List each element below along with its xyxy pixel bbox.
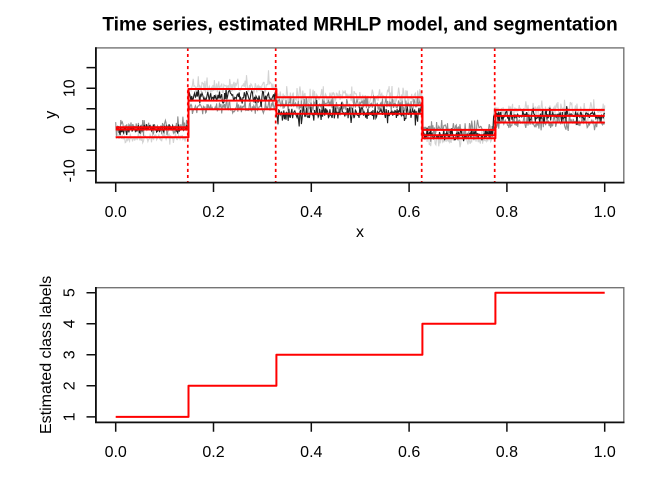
svg-text:y: y	[43, 111, 60, 119]
svg-text:0.4: 0.4	[300, 444, 322, 461]
svg-text:0.8: 0.8	[496, 444, 518, 461]
svg-text:0.0: 0.0	[105, 444, 127, 461]
svg-text:1.0: 1.0	[594, 444, 616, 461]
svg-text:10: 10	[62, 79, 79, 97]
svg-text:3: 3	[62, 350, 79, 359]
svg-text:1.0: 1.0	[594, 204, 616, 221]
svg-text:5: 5	[62, 288, 79, 297]
svg-text:Estimated class labels: Estimated class labels	[38, 276, 55, 434]
svg-text:4: 4	[62, 319, 79, 328]
svg-text:2: 2	[62, 381, 79, 390]
svg-text:1: 1	[62, 412, 79, 421]
svg-text:Time series, estimated MRHLP m: Time series, estimated MRHLP model, and …	[102, 15, 617, 36]
svg-text:0.2: 0.2	[202, 204, 224, 221]
svg-text:-10: -10	[62, 159, 79, 182]
svg-text:x: x	[356, 224, 364, 241]
svg-text:0.0: 0.0	[105, 204, 127, 221]
svg-text:0.2: 0.2	[202, 444, 224, 461]
svg-text:0.4: 0.4	[300, 204, 322, 221]
svg-text:0: 0	[62, 125, 79, 134]
svg-text:0.6: 0.6	[398, 444, 420, 461]
svg-text:0.6: 0.6	[398, 204, 420, 221]
svg-text:0.8: 0.8	[496, 204, 518, 221]
